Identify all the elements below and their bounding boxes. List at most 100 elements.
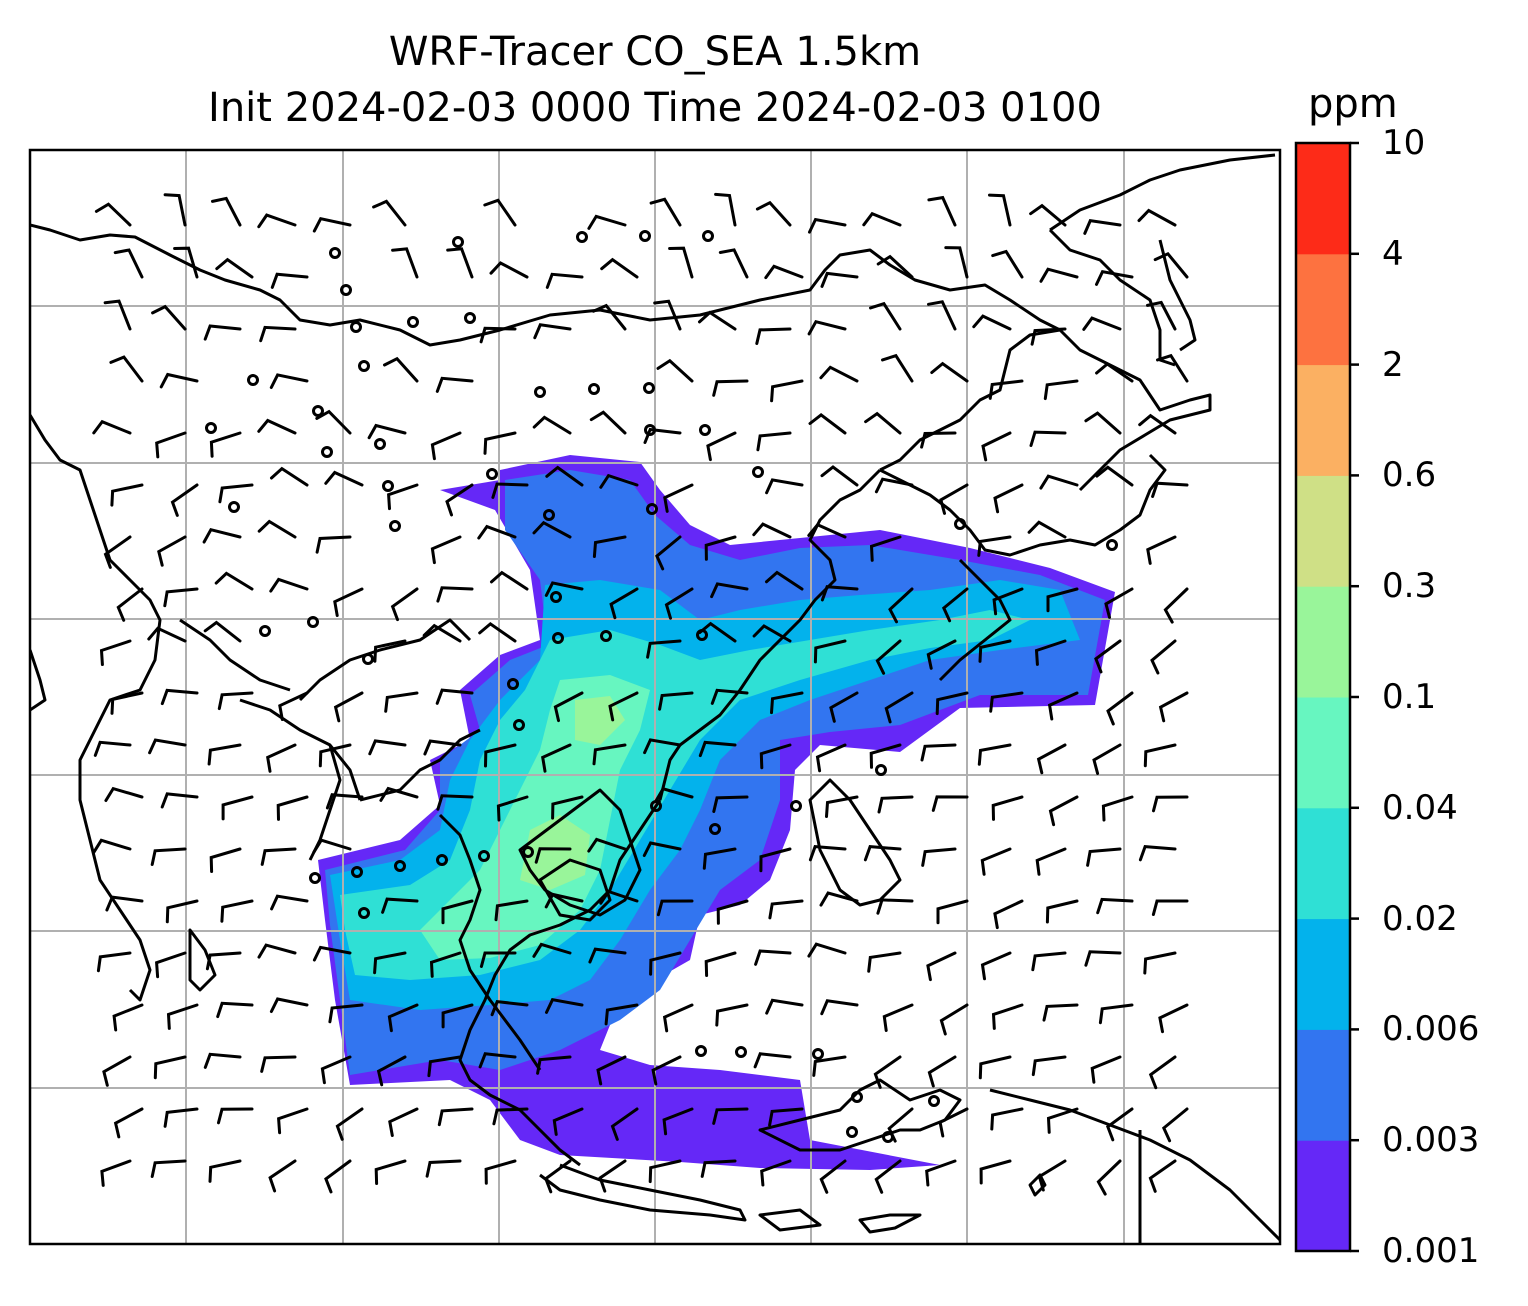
wind-barb xyxy=(387,483,419,511)
wind-barb xyxy=(993,483,1024,514)
wind-barb xyxy=(654,787,694,803)
wind-barb xyxy=(829,691,859,723)
wind-barb xyxy=(202,527,242,544)
calm-wind-marker xyxy=(522,846,534,858)
wind-barb xyxy=(587,214,627,230)
wind-barb xyxy=(257,943,297,959)
wind-barb xyxy=(277,1107,309,1135)
wind-barb xyxy=(698,740,737,758)
calm-wind-marker xyxy=(307,616,319,628)
calm-wind-marker xyxy=(752,466,764,478)
map-frame xyxy=(28,148,1282,1246)
wind-barb xyxy=(642,841,682,857)
wind-barb xyxy=(479,951,517,968)
wind-barb xyxy=(1105,1107,1134,1142)
wind-barb xyxy=(755,327,792,345)
wind-barb xyxy=(939,483,969,515)
wind-barb xyxy=(920,431,957,449)
wind-barb xyxy=(716,899,749,925)
wind-barb xyxy=(551,795,584,820)
wind-barb xyxy=(494,899,529,922)
wind-barb xyxy=(765,570,804,591)
wind-barb xyxy=(702,847,737,870)
wind-barb xyxy=(93,740,132,757)
wind-barb xyxy=(437,1107,474,1127)
wind-barb xyxy=(387,1003,419,1033)
wind-barb xyxy=(598,1159,627,1193)
colorbar-swatch-8 xyxy=(1296,253,1350,366)
wind-barb xyxy=(217,1107,254,1125)
wind-barb xyxy=(532,415,572,435)
wind-barb xyxy=(216,1001,254,1019)
wind-barb xyxy=(874,477,914,494)
calm-wind-marker xyxy=(875,764,887,776)
wind-barb xyxy=(599,473,639,489)
wind-barb xyxy=(664,587,694,620)
wind-barb xyxy=(113,248,144,279)
wind-barb xyxy=(260,1055,297,1073)
wind-barb xyxy=(532,520,572,539)
calm-wind-marker xyxy=(534,386,546,398)
wind-barb xyxy=(770,379,804,403)
wind-barb xyxy=(989,691,1024,713)
wind-barb xyxy=(543,1159,572,1194)
wind-barb xyxy=(148,738,187,755)
wind-barb xyxy=(110,483,144,507)
wind-barb xyxy=(1094,639,1122,674)
wind-barb xyxy=(658,691,694,711)
wind-barb xyxy=(921,847,957,867)
wind-barb xyxy=(869,743,902,769)
wind-barb xyxy=(988,379,1024,400)
wind-barb xyxy=(825,795,859,818)
wind-barb xyxy=(877,795,914,814)
wind-barb xyxy=(770,691,804,715)
wind-barb xyxy=(863,845,902,862)
map-gridlines xyxy=(30,150,1280,1244)
calm-wind-marker xyxy=(259,625,271,637)
wind-barbs xyxy=(92,192,1189,1196)
colorbar-swatch-7 xyxy=(1296,364,1350,476)
wind-barb xyxy=(333,691,364,723)
wind-barb xyxy=(1047,691,1079,721)
wind-barb xyxy=(163,587,199,608)
colorbar-swatch-1 xyxy=(1296,1029,1350,1141)
wind-barb xyxy=(936,899,969,925)
wind-barb xyxy=(96,951,132,973)
wind-barb xyxy=(1046,1107,1079,1134)
wind-barb xyxy=(1036,743,1067,775)
wind-barb xyxy=(980,847,1012,876)
wind-barb xyxy=(925,1159,957,1187)
wind-barb xyxy=(993,899,1024,930)
colorbar-swatch-6 xyxy=(1296,475,1350,587)
wind-barb xyxy=(335,1107,364,1141)
wind-barb xyxy=(436,586,474,603)
calm-wind-marker xyxy=(309,872,321,884)
wind-barb xyxy=(710,688,749,705)
wind-barb xyxy=(483,198,517,227)
wind-barb xyxy=(441,899,474,925)
wind-barb xyxy=(820,585,859,602)
wind-barb xyxy=(980,951,1012,981)
wind-barb xyxy=(1039,474,1079,490)
colorbar-tick-label: 0.001 xyxy=(1382,1231,1480,1271)
wind-barb xyxy=(155,951,187,979)
wind-barb xyxy=(978,1055,1012,1080)
calm-wind-marker xyxy=(486,468,498,480)
wind-barb xyxy=(981,431,1012,462)
calm-wind-marker xyxy=(550,591,562,603)
wind-barb xyxy=(1031,951,1067,972)
wind-barb xyxy=(492,1107,529,1126)
wind-barb xyxy=(862,211,902,227)
wind-barb xyxy=(920,743,957,762)
wind-barb xyxy=(808,845,847,862)
wind-barb xyxy=(941,587,969,623)
calm-wind-marker xyxy=(650,800,662,812)
colorbar-swatch-4 xyxy=(1296,697,1350,809)
wind-barb xyxy=(532,942,572,958)
wind-barb xyxy=(718,248,749,279)
wind-barb xyxy=(768,899,804,920)
wind-barb xyxy=(94,202,132,227)
wind-barb xyxy=(1084,950,1122,967)
wind-barb xyxy=(819,365,859,383)
